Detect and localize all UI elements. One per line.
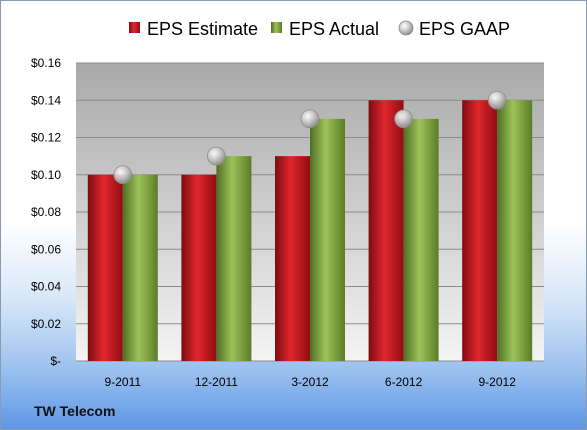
legend-label-gaap: EPS GAAP: [419, 19, 510, 39]
legend-swatch-actual: [271, 22, 282, 33]
legend-label-estimate: EPS Estimate: [147, 19, 258, 39]
legend-item-estimate: EPS Estimate: [129, 19, 258, 39]
x-tick-label: 9-2011: [105, 375, 142, 389]
marker-eps-gaap: [113, 165, 133, 185]
legend-item-actual: EPS Actual: [271, 19, 379, 39]
bar-eps-actual: [216, 156, 252, 361]
legend-swatch-gaap: [398, 20, 414, 36]
y-tick-label: $0.04: [31, 280, 61, 294]
bar-eps-actual: [122, 174, 158, 361]
x-tick-label: 3-2012: [291, 375, 329, 389]
y-tick-label: $0.10: [31, 168, 61, 182]
y-tick-label: $0.16: [31, 56, 61, 70]
bar-eps-estimate: [87, 174, 123, 361]
y-tick-label: $0.12: [31, 131, 61, 145]
y-tick-label: $0.02: [31, 317, 61, 331]
bar-eps-actual: [310, 118, 345, 361]
legend-swatch-estimate: [129, 22, 140, 33]
marker-eps-gaap: [206, 146, 226, 166]
gaap-markers: [113, 90, 507, 185]
legend-label-actual: EPS Actual: [289, 19, 379, 39]
x-axis-ticks: 9-2011 12-2011 3-2012 6-2012 9-2012: [105, 375, 517, 389]
bar-eps-estimate: [181, 174, 217, 361]
y-tick-label: $-: [50, 354, 61, 368]
company-label: TW Telecom: [34, 403, 116, 419]
bar-eps-estimate: [462, 100, 498, 361]
bar-eps-actual: [403, 118, 439, 361]
marker-eps-gaap: [300, 109, 320, 129]
legend-item-gaap: EPS GAAP: [398, 19, 510, 39]
y-tick-label: $0.14: [31, 93, 61, 107]
bar-eps-estimate: [275, 156, 310, 361]
x-tick-label: 6-2012: [385, 375, 423, 389]
bars: [87, 100, 533, 361]
bar-eps-actual: [497, 100, 533, 361]
x-tick-label: 12-2011: [195, 375, 238, 389]
bar-eps-estimate: [368, 100, 404, 361]
x-tick-label: 9-2012: [479, 375, 517, 389]
marker-eps-gaap: [487, 90, 507, 110]
legend: EPS Estimate EPS Actual EPS GAAP: [129, 19, 510, 39]
marker-eps-gaap: [394, 109, 414, 129]
y-axis-ticks: $- $0.02 $0.04 $0.06 $0.08 $0.10 $0.12 $0.14 $0.…: [31, 56, 61, 368]
y-tick-label: $0.06: [31, 242, 61, 256]
y-tick-label: $0.08: [31, 205, 61, 219]
